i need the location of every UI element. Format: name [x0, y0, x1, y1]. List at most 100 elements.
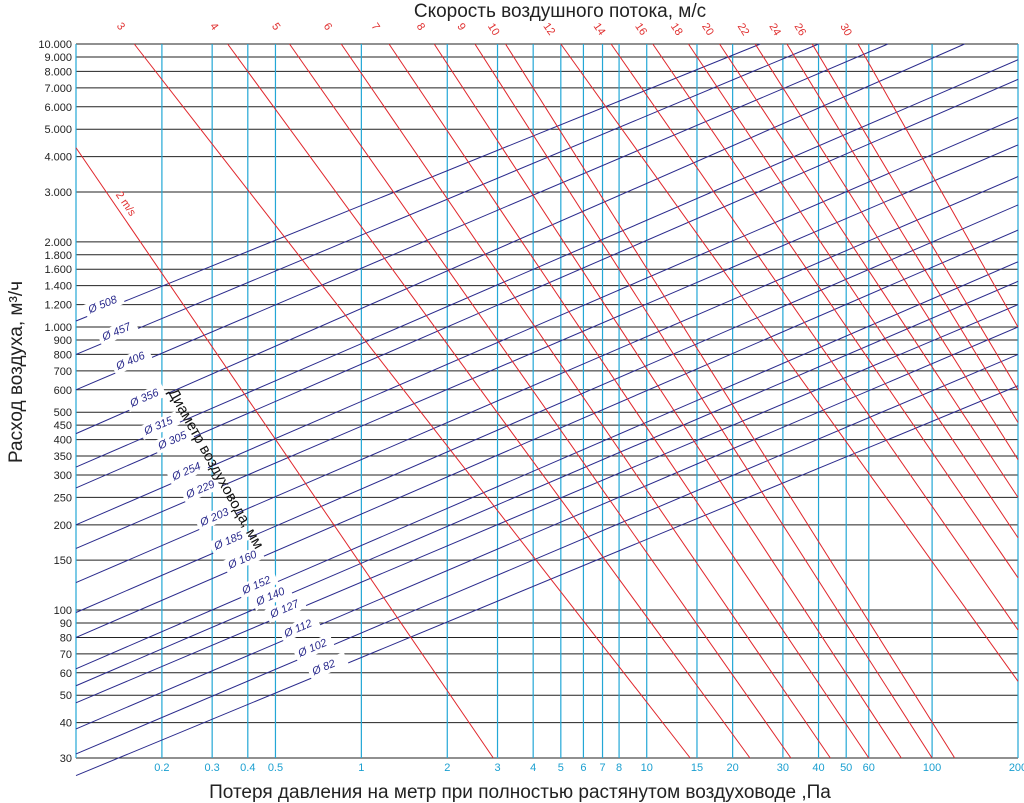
- y-tick-label: 3.000: [44, 187, 72, 199]
- series-lines: [75, 43, 1019, 777]
- x-tick-label: 8: [616, 762, 622, 774]
- diameter-line: [75, 43, 889, 391]
- velocity-label: 16: [632, 21, 649, 38]
- velocity-line: [474, 43, 933, 759]
- velocity-line: [652, 43, 1019, 579]
- diameter-label: Ø 406: [114, 350, 148, 374]
- x-tick-label: 200: [1009, 762, 1024, 774]
- diameter-label-bg: [222, 545, 265, 574]
- y-tick-label: 30: [60, 753, 72, 765]
- x-tick-label: 5: [558, 762, 564, 774]
- y-tick-label: 600: [54, 385, 72, 397]
- y-tick-label: 7.000: [44, 83, 72, 95]
- y-tick-label: 60: [60, 668, 72, 680]
- y-tick-label: 1.000: [44, 322, 72, 334]
- y-tick-label: 400: [54, 435, 72, 447]
- y-tick-label: 200: [54, 520, 72, 532]
- x-tick-label: 20: [727, 762, 739, 774]
- velocity-label: 4: [207, 21, 220, 33]
- y-tick-label: 90: [60, 618, 72, 630]
- velocity-line: [857, 43, 1019, 328]
- velocity-line: [340, 43, 831, 759]
- y-tick-label: 300: [54, 470, 72, 482]
- y-tick-label: 700: [54, 366, 72, 378]
- y-tick-label: 500: [54, 407, 72, 419]
- velocity-label: 30: [837, 22, 853, 39]
- y-tick-label: 40: [60, 718, 72, 730]
- diameter-label: Ø 102: [296, 637, 329, 660]
- velocity-label: 18: [668, 21, 685, 38]
- diameter-line: [75, 78, 1019, 489]
- diameter-label-bg: [236, 570, 279, 600]
- grid: [75, 43, 1019, 759]
- x-tick-label: 50: [840, 762, 852, 774]
- y-tick-label: 70: [60, 649, 72, 661]
- y-tick-label: 6.000: [44, 102, 72, 114]
- y-tick-label: 10.000: [38, 39, 72, 51]
- velocity-label: 14: [591, 21, 608, 38]
- x-tick-label: 100: [923, 762, 941, 774]
- velocity-line: [505, 43, 956, 759]
- diameter-label-bg: [292, 633, 335, 662]
- x-tick-label: 0.5: [268, 762, 283, 774]
- diameter-label: Ø 203: [198, 506, 232, 530]
- velocity-line: [754, 43, 1019, 460]
- velocity-line: [811, 43, 1019, 391]
- diameter-line: [75, 304, 1019, 704]
- diameter-label-bg: [278, 613, 321, 643]
- y-tick-label: 1.600: [44, 264, 72, 276]
- diameter-line: [75, 261, 1019, 670]
- diameter-label-bg: [110, 346, 153, 375]
- diameter-label-bg: [250, 581, 293, 611]
- diameter-label-bg: [82, 290, 126, 319]
- diameter-line: [75, 229, 1019, 638]
- diameter-label: Ø 508: [86, 293, 120, 316]
- y-tick-label: 100: [54, 605, 72, 617]
- diameter-label: Ø 160: [226, 548, 260, 572]
- velocity-label: 20: [699, 21, 716, 38]
- y-tick-label: 1.400: [44, 281, 72, 293]
- y-tick-label: 1.200: [44, 300, 72, 312]
- x-tick-label: 0.4: [240, 762, 255, 774]
- diameter-line: [75, 326, 1019, 730]
- x-tick-label: 30: [777, 762, 789, 774]
- x-tick-label: 60: [863, 762, 875, 774]
- diameter-line: [75, 385, 1019, 777]
- x-tick-label: 10: [641, 762, 653, 774]
- x-tick-label: 0.3: [205, 762, 220, 774]
- y-tick-label: 80: [60, 632, 72, 644]
- x-tick-labels: 0.2 0.3 0.4 0.5 1 2 3 4 5 6 78 10 15 20 30 40 50 60 100 200: [154, 762, 1024, 774]
- y-axis-label: Расход воздуха, м³/ч: [6, 281, 27, 463]
- y-tick-label: 5.000: [44, 124, 72, 136]
- x-tick-label: 7: [599, 762, 605, 774]
- diameter-label-bg: [194, 502, 237, 532]
- velocity-line: [227, 43, 751, 759]
- diameter-line: [75, 117, 1019, 526]
- velocity-label: 3: [114, 20, 127, 32]
- velocity-line: [289, 43, 792, 759]
- x-axis-label: Потеря давления на метр при полностью ра…: [209, 782, 831, 803]
- velocity-line: [133, 43, 691, 759]
- diameter-line: [75, 43, 761, 322]
- velocity-label: 22: [735, 21, 752, 38]
- velocity-label: 6: [321, 21, 334, 33]
- diameter-label-bg: [166, 456, 209, 486]
- x-tick-label: 0.2: [154, 762, 169, 774]
- velocity-line: [388, 43, 870, 759]
- x-tick-label: 6: [580, 762, 586, 774]
- velocity-label: 26: [792, 21, 809, 38]
- y-tick-label: 9.000: [44, 52, 72, 64]
- velocity-label: 10: [485, 21, 502, 38]
- diameter-label: Ø 254: [170, 460, 203, 483]
- y-tick-label: 450: [54, 420, 72, 432]
- velocity-line: [75, 147, 494, 759]
- y-tick-label: 8.000: [44, 66, 72, 78]
- velocity-line: [688, 43, 1019, 539]
- diameter-label-bg: [264, 594, 307, 623]
- x-tick-label: 4: [530, 762, 536, 774]
- chart-title: Скорость воздушного потока, м/с: [414, 1, 706, 22]
- velocity-label: 9: [454, 21, 467, 33]
- diameter-line: [75, 353, 1019, 755]
- y-tick-label: 2.000: [44, 237, 72, 249]
